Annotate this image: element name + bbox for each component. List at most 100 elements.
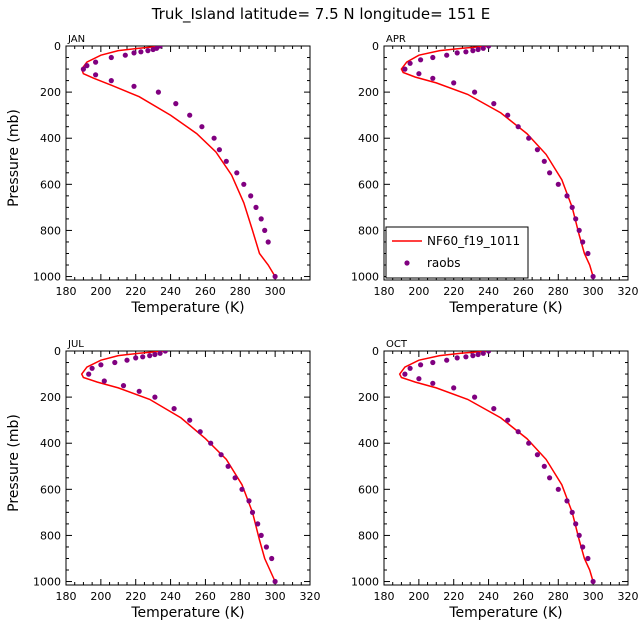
- y-tick-label: 0: [372, 345, 379, 358]
- x-tick-label: 320: [300, 590, 321, 603]
- obs-point: [472, 394, 478, 400]
- y-tick-label: 200: [358, 391, 379, 404]
- obs-point: [258, 216, 264, 222]
- obs-point: [564, 498, 570, 504]
- obs-point: [124, 357, 130, 363]
- x-tick-label: 200: [408, 590, 429, 603]
- obs-point: [80, 66, 86, 72]
- obs-point: [541, 463, 547, 469]
- panel-label: OCT: [386, 339, 408, 350]
- obs-point: [451, 80, 457, 86]
- obs-point: [108, 78, 114, 84]
- obs-point: [569, 509, 575, 515]
- obs-point: [444, 52, 450, 58]
- x-tick-label: 220: [125, 285, 146, 298]
- x-tick-label: 280: [230, 590, 251, 603]
- figure-title: Truk_Island latitude= 7.5 N longitude= 1…: [151, 5, 491, 24]
- plot-area: [80, 351, 278, 585]
- obs-point: [472, 89, 478, 95]
- obs-point: [418, 362, 424, 368]
- obs-point: [98, 362, 104, 368]
- x-tick-label: 180: [374, 590, 395, 603]
- x-tick-label: 260: [513, 285, 534, 298]
- obs-point: [555, 181, 561, 187]
- plot-frame: [65, 350, 311, 586]
- y-tick-label: 600: [358, 178, 379, 191]
- panel-label: JUL: [67, 339, 84, 350]
- obs-point: [463, 354, 469, 360]
- panel-jan: JAN 180 200 220 240 260 280 300 0 200 400 600 800 100…: [6, 34, 311, 316]
- x-tick-label: 280: [548, 285, 569, 298]
- obs-point: [262, 227, 268, 233]
- y-tick-label: 1000: [351, 271, 379, 284]
- obs-point: [101, 378, 107, 384]
- obs-point: [569, 204, 575, 210]
- obs-point: [576, 532, 582, 539]
- obs-point: [470, 353, 476, 359]
- obs-point: [234, 170, 240, 176]
- x-tick-label: 260: [195, 285, 216, 298]
- obs-point: [138, 49, 144, 55]
- obs-point: [585, 555, 591, 562]
- y-tick-label: 400: [40, 437, 61, 450]
- obs-point: [136, 388, 142, 394]
- obs-point: [140, 354, 146, 360]
- x-tick-label: 260: [513, 590, 534, 603]
- obs-point: [486, 351, 492, 354]
- legend-label: raobs: [427, 256, 461, 270]
- x-tick-label: 300: [583, 590, 604, 603]
- obs-point: [451, 385, 457, 391]
- obs-point: [269, 555, 275, 562]
- x-tick-label: 280: [548, 590, 569, 603]
- x-tick-label: 240: [478, 590, 499, 603]
- x-tick-label: 180: [374, 285, 395, 298]
- x-tick-label: 240: [160, 590, 181, 603]
- obs-point: [402, 66, 408, 72]
- y-tick-label: 1000: [33, 271, 61, 284]
- obs-point: [430, 380, 436, 386]
- x-axis-label: Temperature (K): [130, 300, 244, 316]
- obs-point: [402, 371, 408, 377]
- obs-point: [248, 193, 254, 199]
- model-series-line: [400, 46, 594, 277]
- obs-point: [157, 351, 163, 356]
- obs-point: [454, 50, 460, 56]
- obs-point: [150, 46, 156, 53]
- obs-point: [491, 101, 497, 107]
- obs-point: [152, 351, 158, 358]
- y-axis-label: Pressure (mb): [6, 414, 22, 512]
- obs-point: [120, 383, 127, 389]
- x-tick-label: 260: [195, 590, 216, 603]
- obs-point: [265, 239, 271, 245]
- obs-point: [590, 578, 596, 585]
- y-tick-label: 0: [54, 345, 61, 358]
- x-tick-label: 280: [230, 285, 251, 298]
- obs-point: [580, 239, 586, 245]
- obs-point: [232, 475, 238, 481]
- x-tick-label: 320: [618, 590, 639, 603]
- obs-point: [122, 52, 128, 58]
- obs-point: [225, 463, 231, 469]
- obs-point: [555, 486, 561, 492]
- plot-area: [400, 46, 596, 280]
- obs-point: [272, 273, 278, 280]
- obs-point: [407, 60, 413, 66]
- obs-point: [564, 193, 570, 199]
- model-series-line: [80, 351, 276, 582]
- obs-point: [418, 57, 424, 63]
- obs-point: [93, 72, 99, 78]
- y-tick-label: 600: [358, 483, 379, 496]
- obs-point: [239, 486, 245, 492]
- y-tick-label: 400: [358, 132, 379, 145]
- obs-point: [470, 48, 476, 54]
- x-axis-label: Temperature (K): [448, 300, 562, 316]
- obs-point: [541, 158, 547, 164]
- y-tick-label: 800: [40, 224, 61, 237]
- obs-point: [112, 359, 118, 366]
- obs-point: [547, 475, 553, 481]
- x-tick-label: 300: [265, 590, 286, 603]
- obs-point: [211, 135, 217, 141]
- x-tick-label: 300: [265, 285, 286, 298]
- obs-point: [93, 59, 99, 65]
